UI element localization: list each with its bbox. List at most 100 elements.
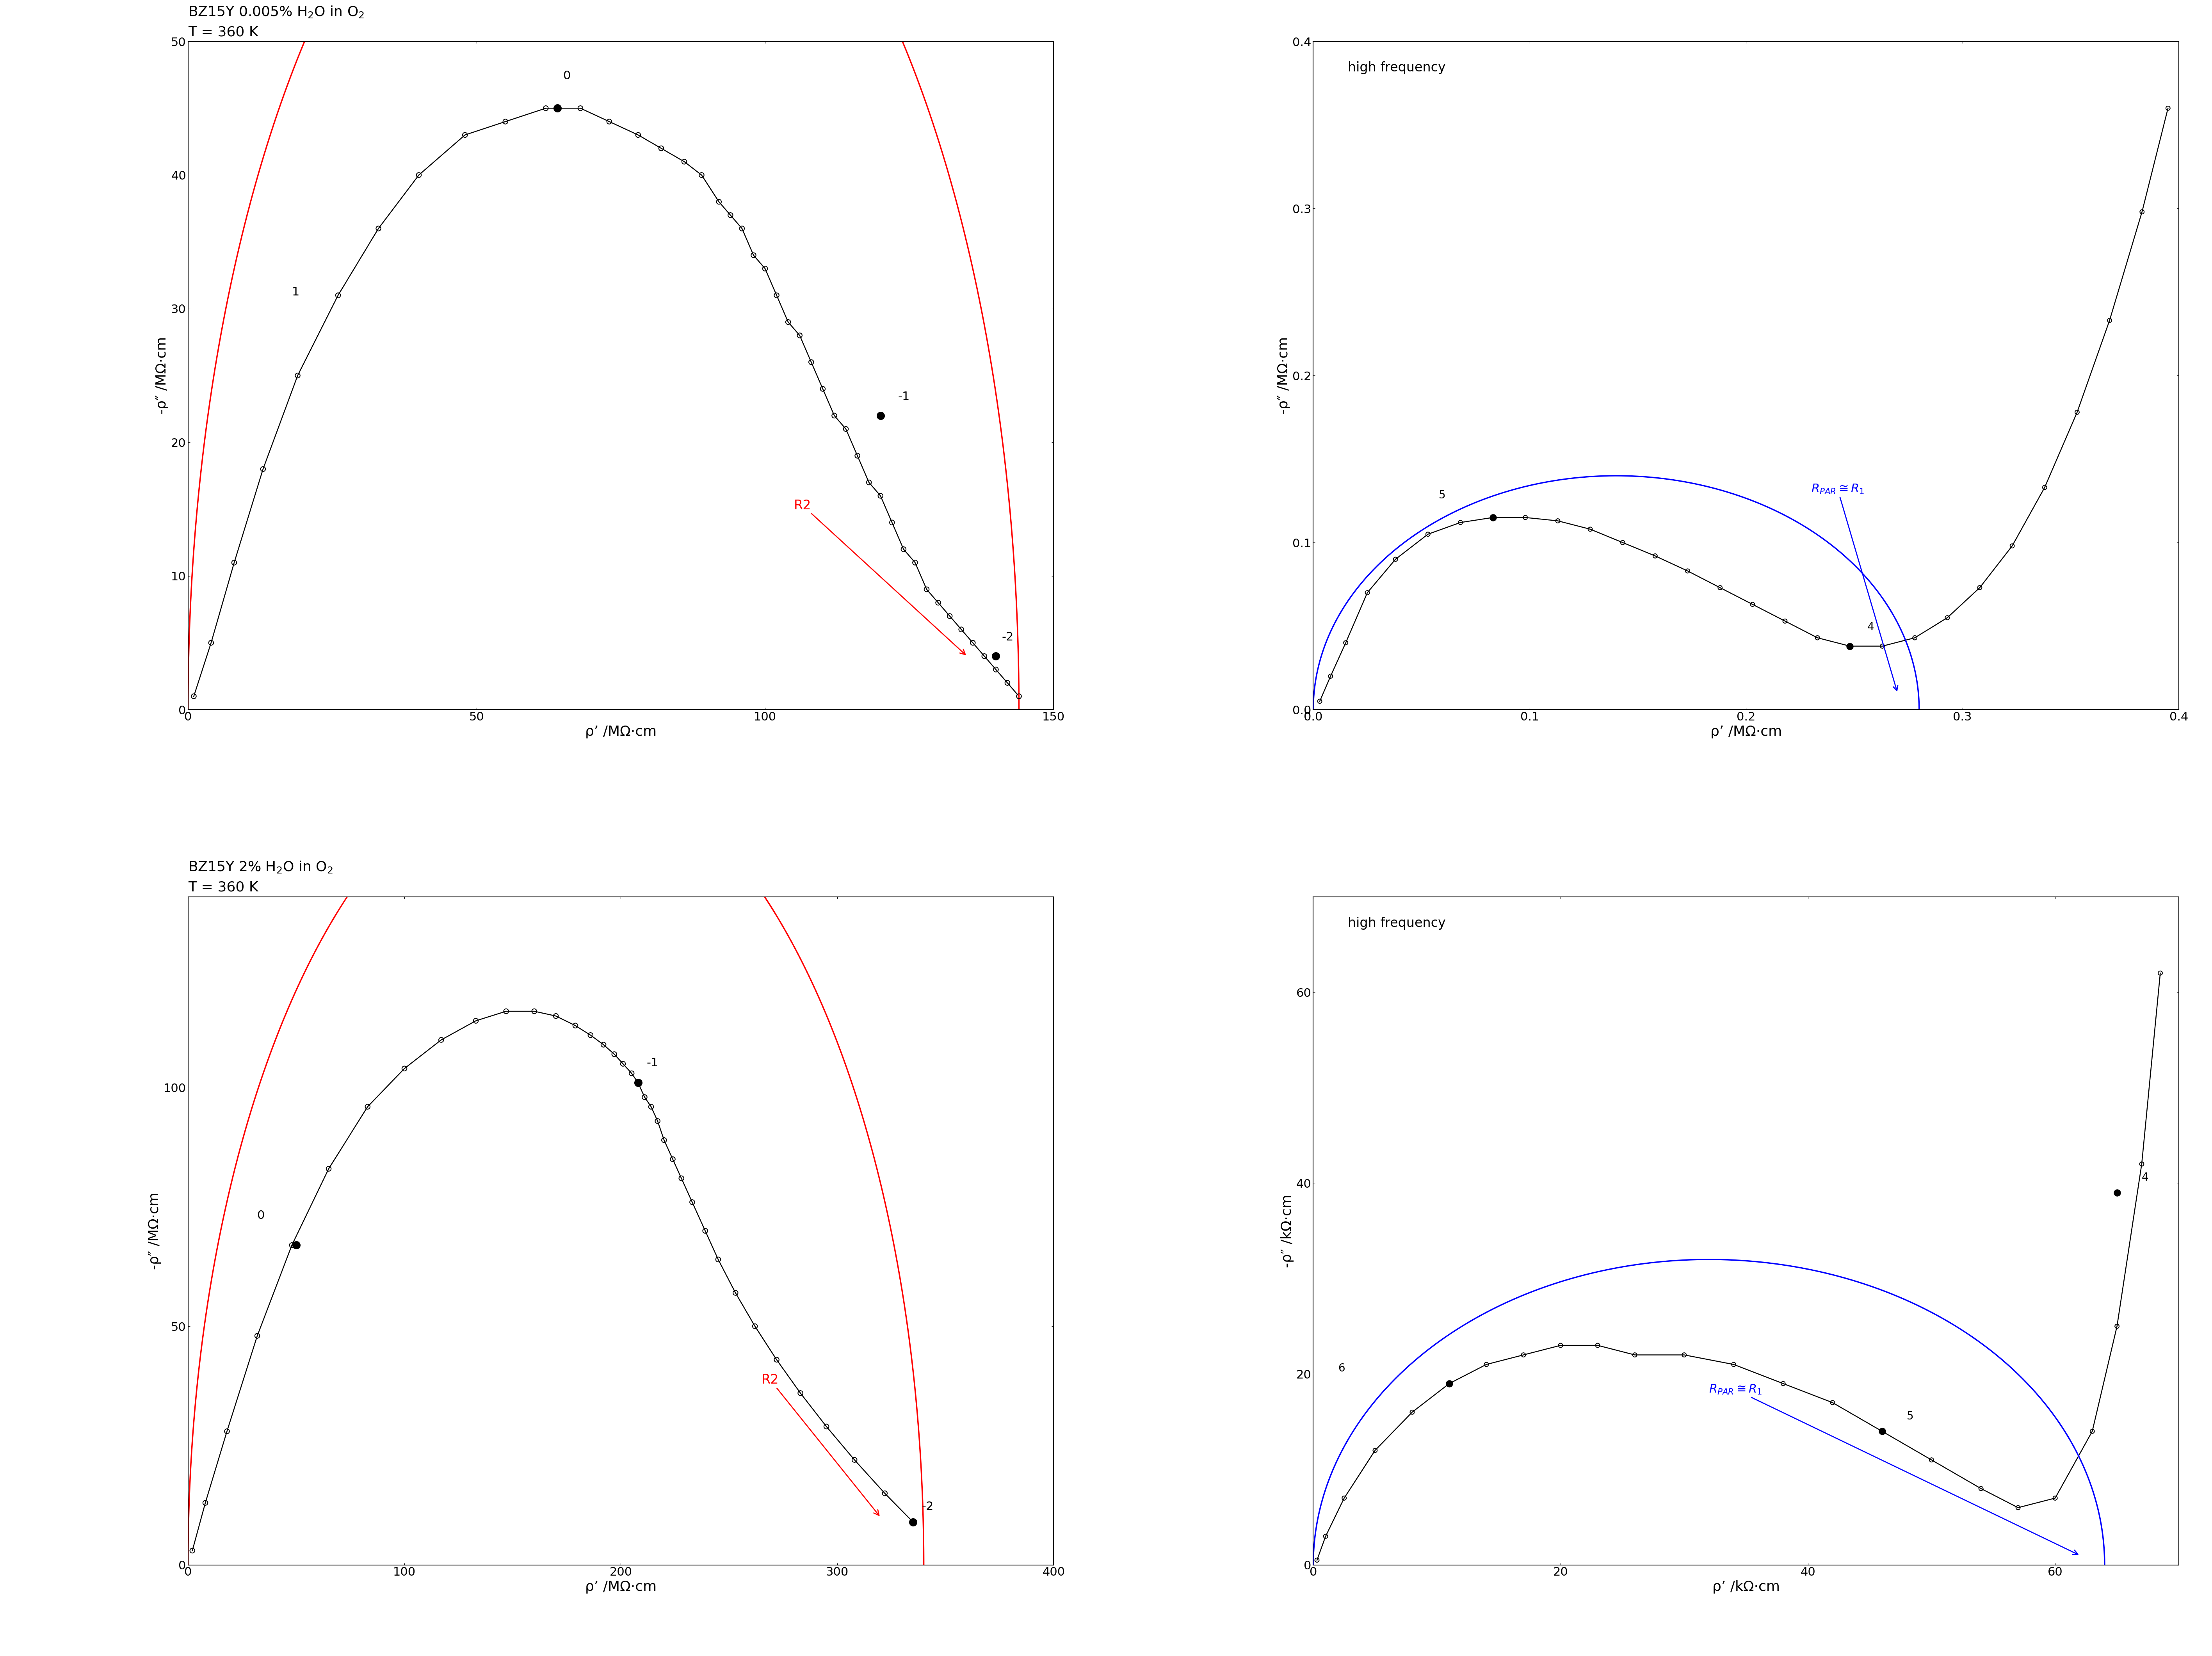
Point <box>538 1004 573 1030</box>
Point <box>400 162 436 189</box>
Point <box>1929 604 1964 631</box>
Point <box>188 1490 223 1517</box>
Point <box>279 1232 314 1259</box>
Point <box>1469 1351 1504 1378</box>
Point <box>644 136 679 162</box>
Point <box>759 282 794 308</box>
Point <box>487 108 522 134</box>
Point <box>591 108 626 134</box>
Point <box>909 576 945 603</box>
Point <box>666 149 701 176</box>
Point <box>1509 503 1544 530</box>
Point <box>783 323 818 349</box>
Point <box>989 669 1024 696</box>
Point <box>1814 1389 1849 1416</box>
Point <box>361 215 396 242</box>
Point <box>748 255 783 282</box>
Point <box>1358 1437 1394 1464</box>
X-axis label: ρ’ /MΩ·cm: ρ’ /MΩ·cm <box>584 725 657 739</box>
Point <box>557 1012 593 1038</box>
Point <box>1617 1341 1652 1368</box>
Text: $R_{PAR}$$\cong$$R_1$: $R_{PAR}$$\cong$$R_1$ <box>1812 484 1898 691</box>
Point <box>646 1126 681 1153</box>
Point <box>1865 1418 1900 1444</box>
Point <box>1832 633 1867 659</box>
Point <box>312 1156 347 1182</box>
Point <box>1314 662 1349 689</box>
Point <box>387 1055 422 1081</box>
Point <box>1703 575 1739 601</box>
Point <box>573 1022 608 1048</box>
Text: -2: -2 <box>922 1500 933 1512</box>
Point <box>1307 1524 1343 1550</box>
Text: 1: 1 <box>292 286 299 298</box>
Text: high frequency: high frequency <box>1347 917 1447 929</box>
Text: BZ15Y 2% H$_2$O in O$_2$
T = 360 K: BZ15Y 2% H$_2$O in O$_2$ T = 360 K <box>188 859 332 894</box>
Point <box>1327 629 1363 656</box>
Point <box>619 1070 655 1096</box>
Point <box>619 121 655 147</box>
Point <box>2026 474 2062 500</box>
Point <box>655 1146 690 1172</box>
Point <box>978 643 1013 669</box>
Point <box>770 308 805 335</box>
Point <box>1475 503 1511 530</box>
Point <box>586 1032 622 1058</box>
Point <box>1411 522 1447 548</box>
Point <box>967 643 1002 669</box>
Point <box>717 1280 752 1307</box>
Point <box>529 94 564 121</box>
Point <box>1542 1331 1577 1358</box>
Point <box>633 1093 668 1119</box>
Point <box>794 349 829 376</box>
Point <box>1327 1485 1363 1512</box>
Text: 5: 5 <box>1438 490 1447 500</box>
Point <box>1670 558 1705 585</box>
Point <box>1832 633 1867 659</box>
Point <box>2143 960 2179 987</box>
Text: 4: 4 <box>2141 1172 2148 1182</box>
Point <box>874 510 909 537</box>
Point <box>422 1027 458 1053</box>
Point <box>684 162 719 189</box>
Point <box>723 215 759 242</box>
Y-axis label: -ρ″ /MΩ·cm: -ρ″ /MΩ·cm <box>148 1192 161 1270</box>
Point <box>639 1108 675 1134</box>
Point <box>688 1217 723 1244</box>
Point <box>217 550 252 576</box>
Point <box>606 1050 641 1076</box>
Point <box>349 1093 385 1119</box>
Point <box>1573 517 1608 543</box>
Y-axis label: -ρ″ /MΩ·cm: -ρ″ /MΩ·cm <box>1276 336 1290 414</box>
Point <box>1442 510 1478 537</box>
Point <box>619 1070 655 1096</box>
Text: high frequency: high frequency <box>1347 61 1447 75</box>
Point <box>816 402 852 429</box>
Point <box>759 1346 794 1373</box>
Point <box>177 682 212 709</box>
Point <box>2075 1418 2110 1444</box>
Text: 4: 4 <box>1867 623 1874 633</box>
Text: R2: R2 <box>761 1373 878 1515</box>
Point <box>2037 1485 2073 1512</box>
Point <box>2093 306 2128 333</box>
Text: $R_{PAR}$$\cong$$R_1$: $R_{PAR}$$\cong$$R_1$ <box>1710 1384 2077 1555</box>
Point <box>1431 1370 1467 1396</box>
Point <box>2099 1313 2135 1340</box>
Point <box>239 1323 274 1350</box>
Point <box>1475 503 1511 530</box>
Point <box>1865 1418 1900 1444</box>
Point <box>1303 687 1338 714</box>
Point <box>827 416 863 442</box>
Point <box>540 94 575 121</box>
Point <box>931 603 967 629</box>
Point <box>1666 1341 1701 1368</box>
Point <box>664 1166 699 1192</box>
Point <box>1540 508 1575 535</box>
Y-axis label: -ρ″ /kΩ·cm: -ρ″ /kΩ·cm <box>1281 1194 1294 1267</box>
Point <box>1913 1447 1949 1474</box>
Point <box>836 1447 872 1474</box>
Point <box>1298 1547 1334 1573</box>
Text: 6: 6 <box>1338 1363 1345 1374</box>
Text: 0: 0 <box>564 70 571 81</box>
